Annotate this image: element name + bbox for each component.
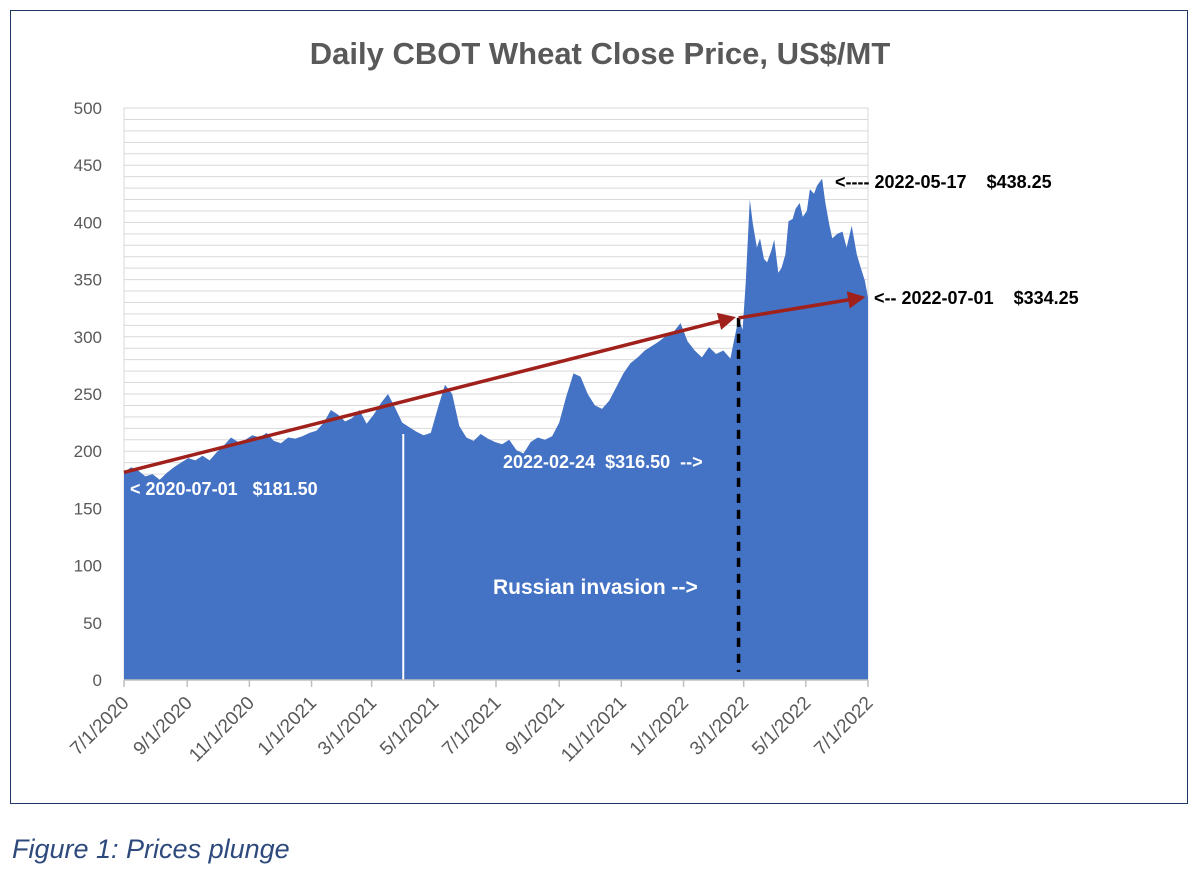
invasion-annotation: Russian invasion -->	[493, 576, 698, 599]
end-annotation: <-- 2022-07-01 $334.25	[874, 288, 1079, 308]
y-tick-label: 450	[74, 156, 102, 175]
x-tick-label: 7/1/2021	[438, 693, 505, 760]
x-tick-label: 1/1/2022	[626, 693, 693, 760]
y-tick-label: 200	[74, 442, 102, 461]
y-tick-label: 100	[74, 557, 102, 576]
x-tick-label: 3/1/2021	[314, 693, 381, 760]
y-tick-label: 350	[74, 271, 102, 290]
trend-arrow	[123, 312, 736, 475]
y-tick-label: 150	[74, 499, 102, 518]
x-tick-label: 11/1/2020	[185, 693, 259, 767]
peak-annotation: <---- 2022-05-17 $438.25	[835, 172, 1052, 192]
trend-arrow	[738, 291, 866, 320]
x-tick-label: 5/1/2022	[748, 693, 815, 760]
start-annotation: < 2020-07-01 $181.50	[130, 479, 318, 499]
y-tick-label: 300	[74, 328, 102, 347]
x-tick-label: 3/1/2022	[686, 693, 753, 760]
chart-title: Daily CBOT Wheat Close Price, US$/MT	[309, 36, 891, 71]
invasion-day-annotation: 2022-02-24 $316.50 -->	[503, 452, 703, 472]
x-tick-label: 7/1/2022	[810, 693, 877, 760]
y-tick-label: 400	[74, 213, 102, 232]
x-tick-label: 1/1/2021	[254, 693, 321, 760]
y-tick-label: 250	[74, 385, 102, 404]
y-tick-label: 50	[83, 614, 102, 633]
x-tick-label: 5/1/2021	[376, 693, 443, 760]
price-area	[124, 178, 868, 680]
figure-caption: Figure 1: Prices plunge	[12, 834, 290, 864]
y-tick-label: 0	[93, 671, 102, 690]
y-tick-label: 500	[74, 99, 102, 118]
x-tick-label: 7/1/2020	[66, 693, 133, 760]
x-tick-label: 11/1/2021	[557, 693, 631, 767]
